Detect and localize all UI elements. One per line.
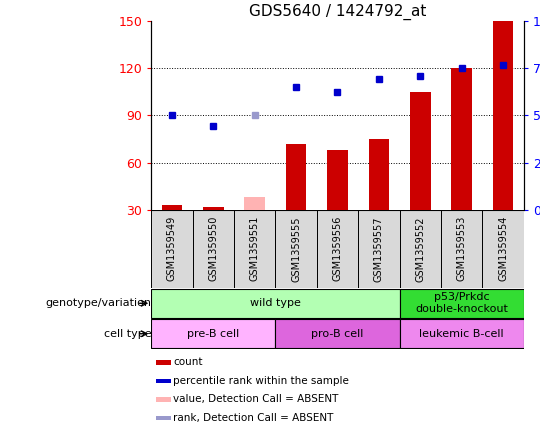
Text: percentile rank within the sample: percentile rank within the sample	[173, 376, 349, 386]
Text: GSM1359549: GSM1359549	[167, 216, 177, 281]
FancyBboxPatch shape	[358, 210, 400, 288]
Text: GSM1359552: GSM1359552	[415, 216, 426, 282]
Bar	[203, 207, 224, 210]
Text: value, Detection Call = ABSENT: value, Detection Call = ABSENT	[173, 394, 339, 404]
Text: GSM1359556: GSM1359556	[333, 216, 342, 281]
Bar	[492, 21, 514, 210]
Text: cell type: cell type	[104, 329, 151, 339]
FancyBboxPatch shape	[400, 319, 524, 349]
FancyBboxPatch shape	[193, 210, 234, 288]
FancyBboxPatch shape	[441, 210, 482, 288]
FancyBboxPatch shape	[482, 210, 524, 288]
Bar	[327, 150, 348, 210]
FancyBboxPatch shape	[317, 210, 358, 288]
FancyBboxPatch shape	[151, 210, 193, 288]
Text: pro-B cell: pro-B cell	[312, 329, 363, 339]
Text: pre-B cell: pre-B cell	[187, 329, 239, 339]
Text: GSM1359550: GSM1359550	[208, 216, 218, 281]
Bar	[244, 197, 265, 210]
Text: rank, Detection Call = ABSENT: rank, Detection Call = ABSENT	[173, 413, 333, 423]
Bar	[156, 415, 171, 420]
Bar	[161, 205, 183, 210]
Bar	[156, 379, 171, 383]
Text: leukemic B-cell: leukemic B-cell	[420, 329, 504, 339]
Bar	[156, 360, 171, 365]
FancyBboxPatch shape	[151, 288, 400, 318]
FancyBboxPatch shape	[400, 288, 524, 318]
Text: GSM1359555: GSM1359555	[291, 216, 301, 282]
Bar	[286, 144, 306, 210]
Bar	[156, 397, 171, 401]
Bar	[451, 69, 472, 210]
Text: p53/Prkdc
double-knockout: p53/Prkdc double-knockout	[415, 292, 508, 314]
Bar	[410, 92, 430, 210]
Text: GSM1359551: GSM1359551	[249, 216, 260, 281]
FancyBboxPatch shape	[151, 319, 275, 349]
Text: GSM1359554: GSM1359554	[498, 216, 508, 281]
Bar	[368, 139, 389, 210]
FancyBboxPatch shape	[400, 210, 441, 288]
FancyBboxPatch shape	[234, 210, 275, 288]
Text: wild type: wild type	[250, 298, 301, 308]
Title: GDS5640 / 1424792_at: GDS5640 / 1424792_at	[249, 3, 426, 20]
FancyBboxPatch shape	[275, 319, 400, 349]
Text: GSM1359553: GSM1359553	[457, 216, 467, 281]
FancyBboxPatch shape	[275, 210, 317, 288]
Text: GSM1359557: GSM1359557	[374, 216, 384, 282]
Text: genotype/variation: genotype/variation	[45, 298, 151, 308]
Text: count: count	[173, 357, 202, 367]
